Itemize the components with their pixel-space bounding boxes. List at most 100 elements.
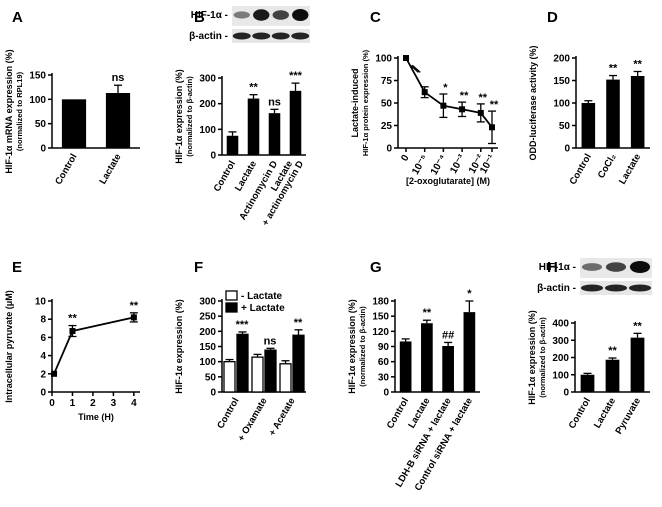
y-tick-label: 60: [378, 357, 390, 368]
y-axis-label: HIF-1α expression (%): [347, 299, 357, 394]
bar: [251, 356, 264, 393]
blot-band-actin: [580, 284, 604, 292]
x-tick-label: 4: [131, 398, 137, 409]
bar: [421, 323, 433, 392]
y-tick-label: 200: [552, 353, 569, 364]
y-tick-label: 0: [383, 388, 389, 399]
y-tick-label: 50: [559, 121, 571, 132]
x-category-label: Lactate: [97, 152, 123, 186]
y-tick-label: 150: [199, 342, 216, 353]
legend-entry: - Lactate: [241, 291, 283, 302]
bar: [289, 90, 302, 155]
y-axis-sublabel: (normalized to β-actin): [185, 76, 194, 157]
significance-mark: **: [490, 99, 499, 111]
y-tick-label: 120: [372, 327, 389, 338]
panel-label-a: A: [12, 9, 23, 26]
y-tick-label: 0: [40, 144, 46, 155]
data-point: [489, 124, 495, 131]
x-tick-label: 0: [399, 153, 412, 164]
y-tick-label: 0: [564, 144, 570, 155]
y-axis-label: HIF-1α mRNA expression (%): [4, 49, 14, 173]
panel-label-g: G: [370, 259, 382, 276]
significance-mark: **: [460, 90, 469, 102]
x-category-label: Control: [568, 152, 594, 187]
significance-mark: **: [423, 307, 432, 319]
data-point: [421, 89, 428, 96]
bar: [279, 363, 292, 393]
bar: [268, 113, 281, 155]
data-point: [403, 55, 409, 61]
blot-band-actin: [232, 32, 251, 40]
bar: [223, 361, 236, 393]
blot-band-hif: [253, 9, 270, 21]
axis-break: [409, 64, 419, 73]
y-tick-label: 300: [552, 336, 569, 347]
y-tick-label: 6: [40, 333, 46, 344]
x-tick-label: 1: [70, 398, 76, 409]
x-tick-label: 10⁻⁵: [410, 153, 430, 177]
y-axis-label: HIF-1α expression (%): [174, 69, 184, 164]
y-tick-label: 200: [199, 99, 216, 110]
y-tick-label: 25: [381, 121, 393, 132]
y-tick-label: 0: [563, 388, 569, 399]
data-point: [51, 370, 58, 377]
blot-band-hif: [605, 262, 627, 272]
x-category-label: + Oxamate: [236, 396, 270, 443]
x-category-label: Lactate: [617, 152, 643, 186]
bar: [226, 135, 239, 155]
data-point: [130, 314, 137, 321]
x-category-label: Lactate: [592, 396, 618, 430]
legend-swatch: [225, 290, 238, 301]
significance-mark: **: [609, 63, 618, 75]
x-tick-label: 10⁻³: [448, 152, 468, 175]
y-tick-label: 180: [372, 297, 389, 308]
y-tick-label: 0: [40, 388, 46, 399]
significance-mark: *: [443, 82, 448, 94]
bar: [463, 312, 476, 392]
significance-mark: ***: [289, 70, 303, 82]
y-tick-label: 50: [35, 119, 47, 130]
y-tick-label: 100: [199, 357, 216, 368]
y-axis-label: ODD-luciferase activity (%): [528, 45, 538, 160]
significance-mark: **: [294, 317, 303, 329]
y-tick-label: 100: [553, 99, 570, 110]
y-tick-label: 100: [29, 95, 46, 106]
y-tick-label: 400: [552, 319, 569, 330]
bar: [264, 349, 277, 393]
panel-label-c: C: [370, 9, 381, 26]
blot-band-actin: [271, 32, 290, 40]
x-tick-label: 10⁻⁴: [429, 153, 449, 177]
y-tick-label: 2: [40, 369, 46, 380]
blot-band-hif: [233, 11, 250, 19]
legend-entry: + Lactate: [241, 303, 285, 314]
x-category-label: Control: [53, 152, 79, 187]
y-tick-label: 75: [381, 76, 393, 87]
y-tick-label: 150: [29, 71, 46, 82]
blot-band-hif: [292, 9, 309, 21]
x-tick-label: 3: [111, 398, 117, 409]
blot-band-hif: [581, 263, 603, 271]
significance-mark: **: [249, 82, 258, 94]
y-tick-label: 0: [386, 144, 392, 155]
panel-label-b: B: [194, 9, 205, 26]
significance-mark: ##: [442, 329, 454, 341]
y-axis-sublabel: (normalized to RPL19): [15, 71, 24, 151]
significance-mark: ns: [264, 335, 277, 347]
blot-label-actin: β-actin -: [537, 283, 576, 294]
blot-band-actin: [628, 284, 652, 292]
x-tick-label: 0: [49, 398, 55, 409]
y-tick-label: 300: [199, 74, 216, 85]
y-axis-label: HIF-1α expression (%): [527, 310, 537, 405]
y-tick-label: 30: [378, 372, 390, 383]
blot-band-hif: [272, 10, 289, 20]
y-axis-sublabel: (normalized to β-actin): [538, 317, 547, 398]
y-axis-sublabel: HIF-1α protein expression (%): [361, 49, 370, 156]
y-tick-label: 150: [372, 312, 389, 323]
data-point: [477, 109, 484, 116]
bar: [581, 103, 596, 148]
series-line: [53, 316, 135, 375]
x-category-label: + Acetate: [267, 396, 298, 438]
y-tick-label: 0: [210, 388, 216, 399]
legend-swatch: [225, 302, 238, 313]
y-tick-label: 100: [552, 370, 569, 381]
